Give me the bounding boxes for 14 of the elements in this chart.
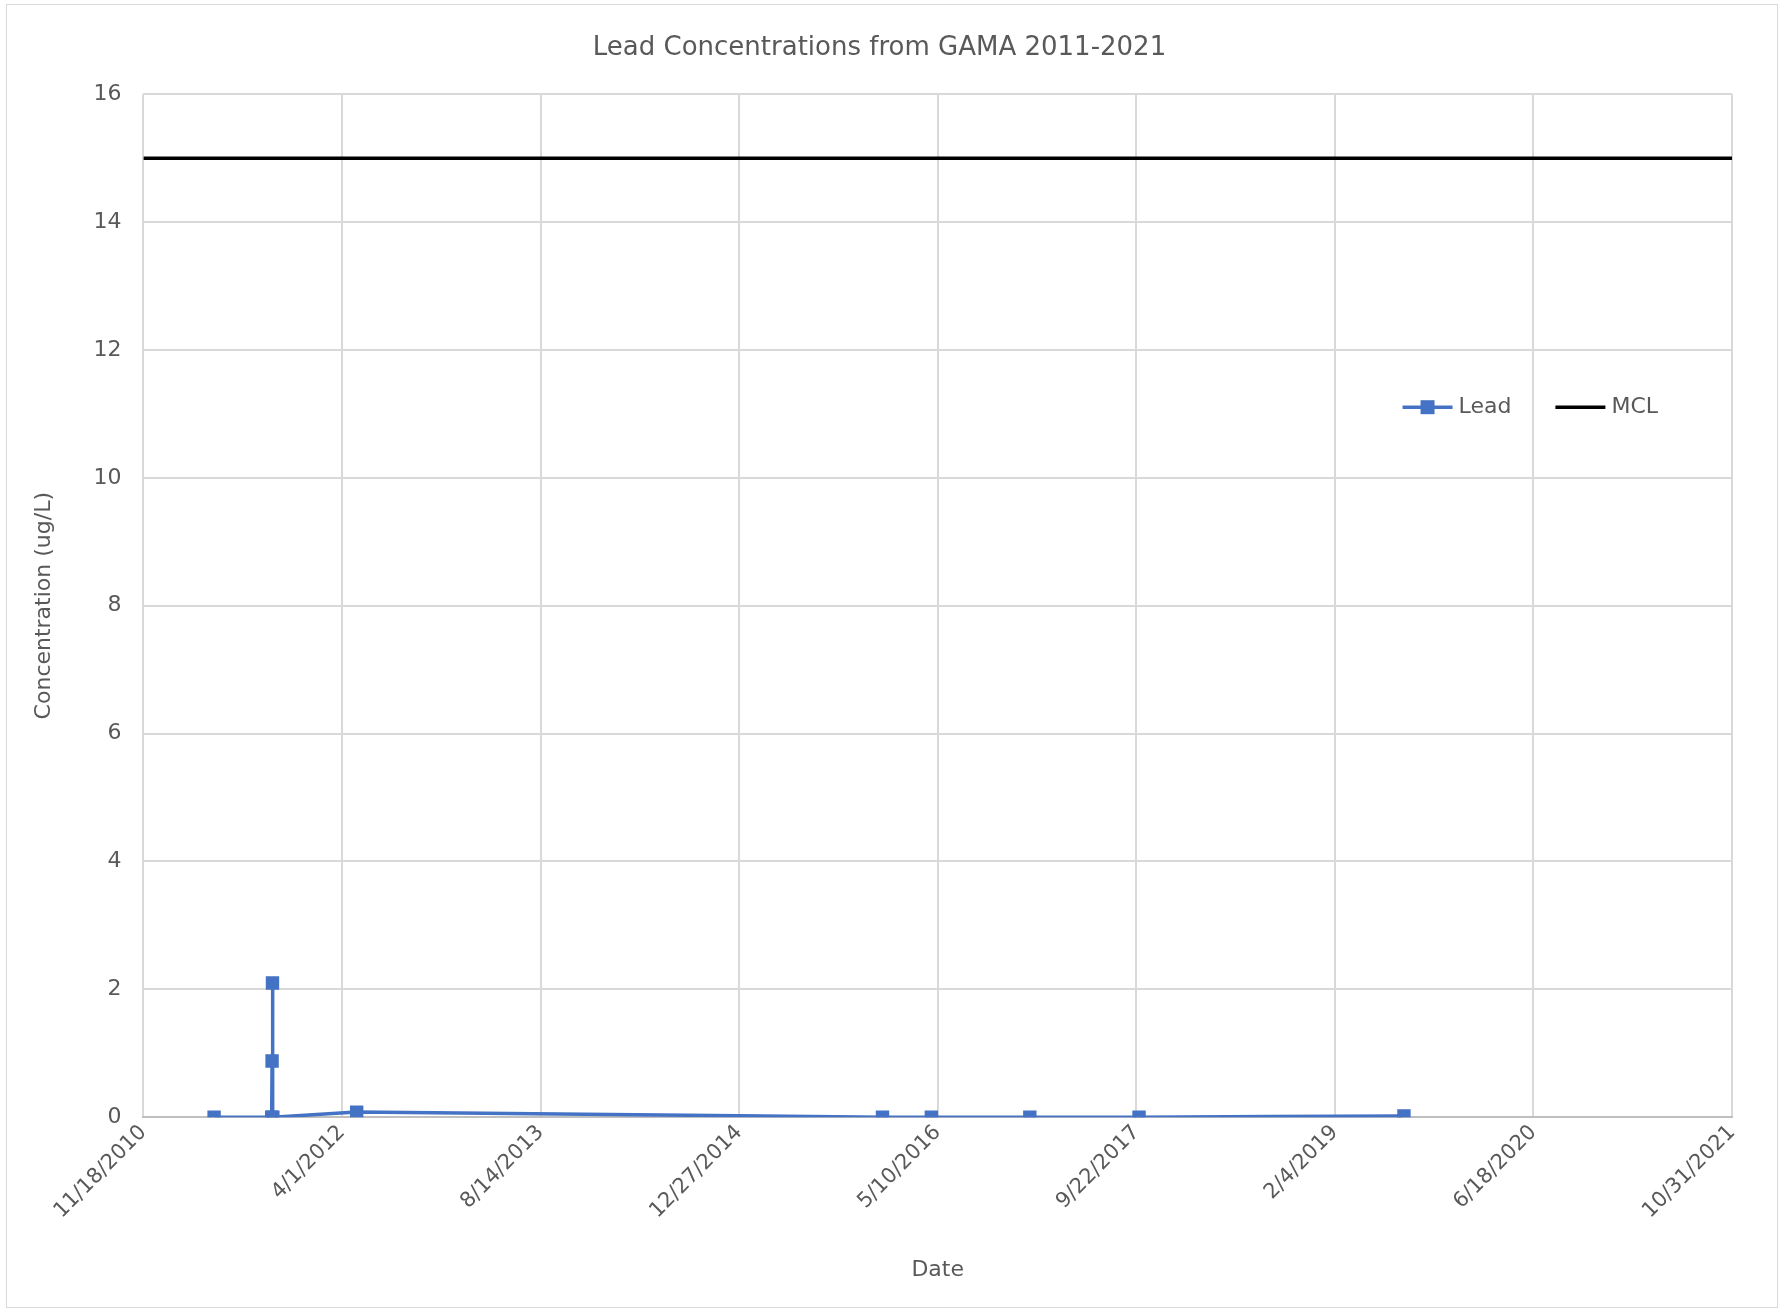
- chart-title: Lead Concentrations from GAMA 2011-2021: [592, 31, 1167, 62]
- y-tick-label: 6: [107, 719, 122, 745]
- y-tick-label: 8: [107, 591, 122, 617]
- y-tick-label: 10: [93, 463, 122, 489]
- y-tick-label: 16: [93, 79, 122, 105]
- y-tick-label: 12: [93, 335, 122, 361]
- legend-label: MCL: [1611, 392, 1659, 418]
- y-axis-title: Concentration (ug/L): [29, 492, 55, 720]
- y-tick-label: 2: [107, 975, 122, 1001]
- x-axis-title: Date: [911, 1255, 964, 1281]
- y-tick-label: 0: [107, 1102, 122, 1128]
- y-tick-label: 14: [93, 207, 122, 233]
- legend-label: Lead: [1458, 392, 1512, 418]
- y-tick-label: 4: [107, 847, 122, 873]
